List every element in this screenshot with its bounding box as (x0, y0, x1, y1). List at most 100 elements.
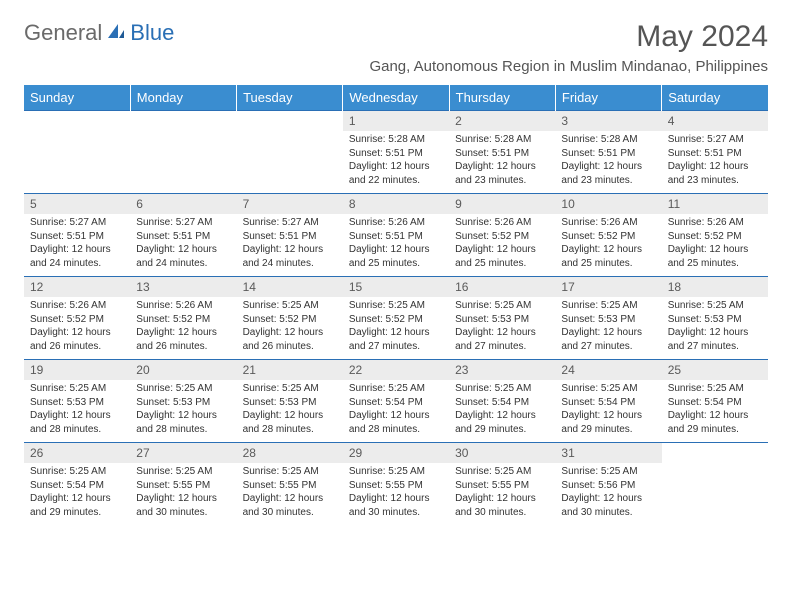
sunrise-text: Sunrise: 5:25 AM (243, 465, 337, 479)
sunrise-text: Sunrise: 5:26 AM (136, 299, 230, 313)
day-data-cell: Sunrise: 5:26 AMSunset: 5:52 PMDaylight:… (662, 214, 768, 277)
day-number-cell: 16 (449, 277, 555, 298)
daylight-text: Daylight: 12 hours and 27 minutes. (455, 326, 549, 353)
daylight-text: Daylight: 12 hours and 23 minutes. (455, 160, 549, 187)
calendar-body: 1234 Sunrise: 5:28 AMSunset: 5:51 PMDayl… (24, 111, 768, 526)
day-data-row: Sunrise: 5:26 AMSunset: 5:52 PMDaylight:… (24, 297, 768, 360)
daylight-text: Daylight: 12 hours and 23 minutes. (561, 160, 655, 187)
sunset-text: Sunset: 5:51 PM (455, 147, 549, 161)
day-data-cell: Sunrise: 5:27 AMSunset: 5:51 PMDaylight:… (130, 214, 236, 277)
day-number-cell: 7 (237, 194, 343, 215)
daylight-text: Daylight: 12 hours and 29 minutes. (668, 409, 762, 436)
day-number-cell: 13 (130, 277, 236, 298)
day-number-cell (24, 111, 130, 132)
day-data-cell: Sunrise: 5:26 AMSunset: 5:52 PMDaylight:… (24, 297, 130, 360)
daylight-text: Daylight: 12 hours and 25 minutes. (668, 243, 762, 270)
day-data-row: Sunrise: 5:27 AMSunset: 5:51 PMDaylight:… (24, 214, 768, 277)
sunrise-text: Sunrise: 5:25 AM (561, 382, 655, 396)
sunrise-text: Sunrise: 5:25 AM (30, 382, 124, 396)
sunrise-text: Sunrise: 5:27 AM (243, 216, 337, 230)
sunrise-text: Sunrise: 5:26 AM (30, 299, 124, 313)
daylight-text: Daylight: 12 hours and 26 minutes. (30, 326, 124, 353)
daylight-text: Daylight: 12 hours and 29 minutes. (455, 409, 549, 436)
sunset-text: Sunset: 5:52 PM (30, 313, 124, 327)
daylight-text: Daylight: 12 hours and 27 minutes. (561, 326, 655, 353)
logo-text-general: General (24, 20, 102, 46)
sunrise-text: Sunrise: 5:25 AM (30, 465, 124, 479)
sunset-text: Sunset: 5:54 PM (668, 396, 762, 410)
sunset-text: Sunset: 5:52 PM (349, 313, 443, 327)
logo-sail-icon (106, 22, 126, 45)
sunrise-text: Sunrise: 5:28 AM (561, 133, 655, 147)
weekday-header: Friday (555, 85, 661, 111)
weekday-header: Wednesday (343, 85, 449, 111)
sunset-text: Sunset: 5:52 PM (668, 230, 762, 244)
day-number-cell: 24 (555, 360, 661, 381)
sunrise-text: Sunrise: 5:25 AM (561, 299, 655, 313)
daylight-text: Daylight: 12 hours and 28 minutes. (349, 409, 443, 436)
day-data-row: Sunrise: 5:28 AMSunset: 5:51 PMDaylight:… (24, 131, 768, 194)
day-number-row: 262728293031 (24, 443, 768, 464)
day-number-cell: 14 (237, 277, 343, 298)
sunrise-text: Sunrise: 5:25 AM (561, 465, 655, 479)
day-data-cell: Sunrise: 5:26 AMSunset: 5:52 PMDaylight:… (449, 214, 555, 277)
day-data-cell: Sunrise: 5:26 AMSunset: 5:52 PMDaylight:… (130, 297, 236, 360)
day-data-cell: Sunrise: 5:27 AMSunset: 5:51 PMDaylight:… (662, 131, 768, 194)
sunrise-text: Sunrise: 5:25 AM (349, 382, 443, 396)
sunset-text: Sunset: 5:53 PM (136, 396, 230, 410)
day-data-cell: Sunrise: 5:25 AMSunset: 5:54 PMDaylight:… (662, 380, 768, 443)
day-number-cell (662, 443, 768, 464)
daylight-text: Daylight: 12 hours and 25 minutes. (561, 243, 655, 270)
sunset-text: Sunset: 5:55 PM (349, 479, 443, 493)
day-data-cell: Sunrise: 5:25 AMSunset: 5:53 PMDaylight:… (130, 380, 236, 443)
sunset-text: Sunset: 5:51 PM (668, 147, 762, 161)
day-data-cell: Sunrise: 5:25 AMSunset: 5:52 PMDaylight:… (237, 297, 343, 360)
sunrise-text: Sunrise: 5:25 AM (349, 299, 443, 313)
daylight-text: Daylight: 12 hours and 27 minutes. (349, 326, 443, 353)
weekday-header: Tuesday (237, 85, 343, 111)
sunrise-text: Sunrise: 5:25 AM (243, 382, 337, 396)
logo: General Blue (24, 20, 174, 46)
day-number-cell: 8 (343, 194, 449, 215)
daylight-text: Daylight: 12 hours and 29 minutes. (561, 409, 655, 436)
day-data-cell: Sunrise: 5:25 AMSunset: 5:53 PMDaylight:… (449, 297, 555, 360)
sunset-text: Sunset: 5:53 PM (243, 396, 337, 410)
weekday-header: Monday (130, 85, 236, 111)
day-number-cell: 21 (237, 360, 343, 381)
logo-text-blue: Blue (130, 20, 174, 46)
day-data-cell (237, 131, 343, 194)
day-number-cell: 29 (343, 443, 449, 464)
sunset-text: Sunset: 5:55 PM (243, 479, 337, 493)
day-number-cell: 2 (449, 111, 555, 132)
sunset-text: Sunset: 5:53 PM (561, 313, 655, 327)
sunrise-text: Sunrise: 5:25 AM (349, 465, 443, 479)
sunrise-text: Sunrise: 5:26 AM (668, 216, 762, 230)
day-number-cell: 1 (343, 111, 449, 132)
sunrise-text: Sunrise: 5:25 AM (455, 382, 549, 396)
daylight-text: Daylight: 12 hours and 28 minutes. (243, 409, 337, 436)
daylight-text: Daylight: 12 hours and 28 minutes. (136, 409, 230, 436)
day-number-row: 1234 (24, 111, 768, 132)
sunset-text: Sunset: 5:53 PM (668, 313, 762, 327)
daylight-text: Daylight: 12 hours and 22 minutes. (349, 160, 443, 187)
day-data-cell: Sunrise: 5:28 AMSunset: 5:51 PMDaylight:… (449, 131, 555, 194)
daylight-text: Daylight: 12 hours and 23 minutes. (668, 160, 762, 187)
daylight-text: Daylight: 12 hours and 28 minutes. (30, 409, 124, 436)
sunrise-text: Sunrise: 5:26 AM (561, 216, 655, 230)
daylight-text: Daylight: 12 hours and 30 minutes. (561, 492, 655, 519)
sunrise-text: Sunrise: 5:25 AM (455, 465, 549, 479)
day-data-cell: Sunrise: 5:25 AMSunset: 5:54 PMDaylight:… (449, 380, 555, 443)
sunrise-text: Sunrise: 5:25 AM (668, 382, 762, 396)
sunrise-text: Sunrise: 5:27 AM (30, 216, 124, 230)
day-data-cell: Sunrise: 5:26 AMSunset: 5:52 PMDaylight:… (555, 214, 661, 277)
day-data-cell: Sunrise: 5:25 AMSunset: 5:54 PMDaylight:… (24, 463, 130, 525)
day-data-cell: Sunrise: 5:28 AMSunset: 5:51 PMDaylight:… (555, 131, 661, 194)
sunset-text: Sunset: 5:54 PM (561, 396, 655, 410)
day-number-cell: 10 (555, 194, 661, 215)
day-data-cell: Sunrise: 5:25 AMSunset: 5:54 PMDaylight:… (343, 380, 449, 443)
sunset-text: Sunset: 5:52 PM (243, 313, 337, 327)
daylight-text: Daylight: 12 hours and 25 minutes. (349, 243, 443, 270)
day-data-cell: Sunrise: 5:25 AMSunset: 5:55 PMDaylight:… (449, 463, 555, 525)
sunrise-text: Sunrise: 5:28 AM (349, 133, 443, 147)
day-data-cell: Sunrise: 5:25 AMSunset: 5:53 PMDaylight:… (662, 297, 768, 360)
